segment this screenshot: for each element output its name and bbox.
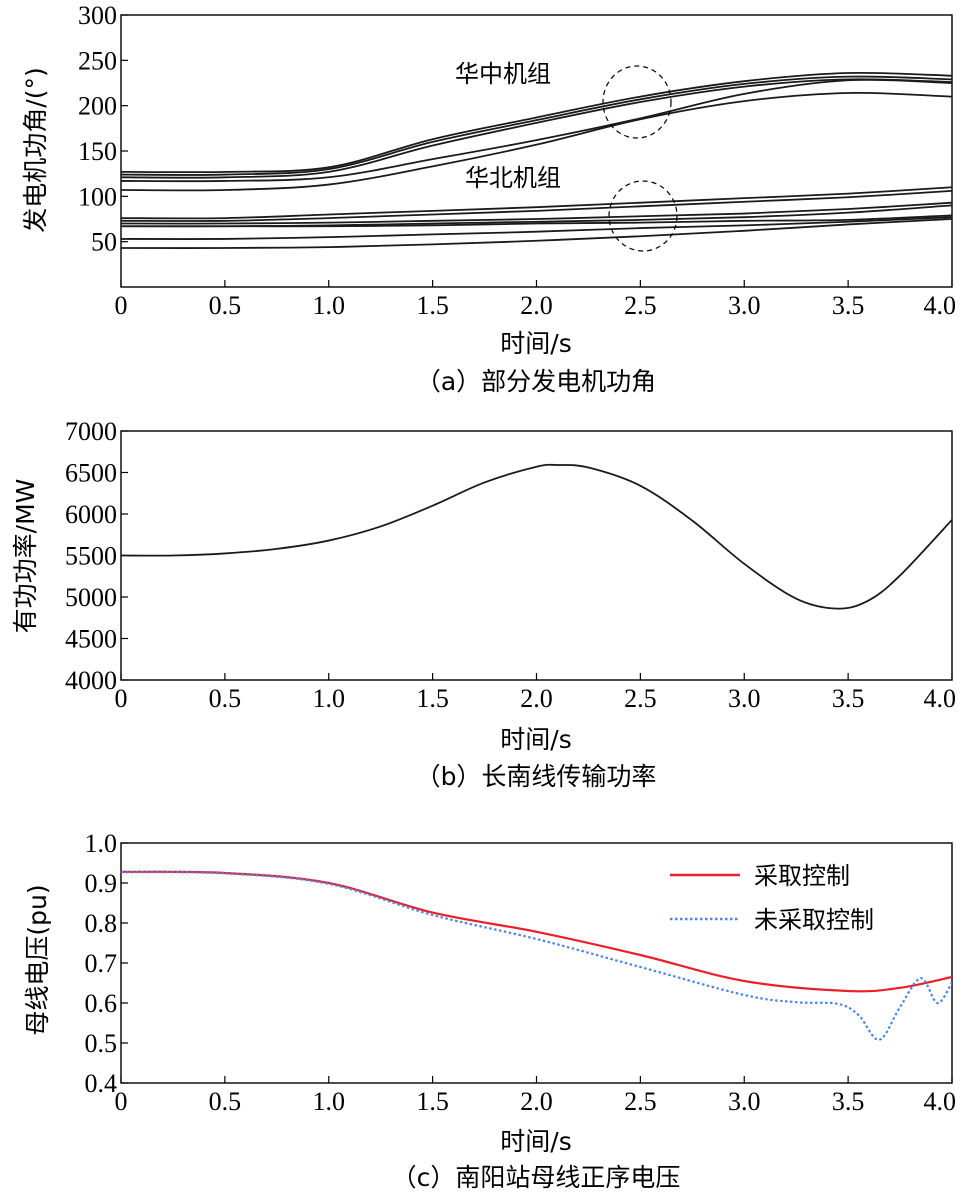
x-tick-label: 4.0 bbox=[924, 684, 957, 713]
y-tick-label: 5500 bbox=[65, 542, 117, 571]
x-tick-label: 0 bbox=[115, 291, 128, 320]
series-line bbox=[121, 75, 952, 176]
series-line bbox=[121, 78, 952, 179]
y-tick-label: 1.0 bbox=[85, 829, 118, 858]
plot-frame bbox=[120, 14, 953, 288]
y-tick-label: 4500 bbox=[65, 625, 117, 654]
y-tick-label: 6500 bbox=[65, 459, 117, 488]
x-tick-label: 4.0 bbox=[924, 291, 957, 320]
y-tick-label: 0.7 bbox=[85, 949, 118, 978]
series-line bbox=[121, 871, 952, 1041]
series-line bbox=[121, 91, 952, 192]
y-tick-label: 5000 bbox=[65, 583, 117, 612]
series-line bbox=[121, 186, 952, 220]
x-tick-label: 3.0 bbox=[728, 1087, 761, 1116]
annotation-label: 华中机组 bbox=[455, 60, 551, 88]
x-tick-label: 0 bbox=[115, 1087, 128, 1116]
series-line bbox=[121, 218, 952, 249]
y-tick-label: 300 bbox=[78, 1, 117, 30]
x-tick-label: 2.0 bbox=[520, 684, 553, 713]
chart-panel-b: 有功功率/MW 时间/s （b）长南线传输功率 0 0.5 1.0 1.5 2.0 2.5… bbox=[11, 417, 956, 791]
caption: （b）长南线传输功率 bbox=[416, 762, 657, 791]
y-tick-label: 0.6 bbox=[85, 989, 118, 1018]
y-tick-label: 4000 bbox=[65, 666, 117, 695]
y-tick-label: 200 bbox=[78, 92, 117, 121]
x-tick-label: 0 bbox=[115, 684, 128, 713]
x-tick-label: 1.5 bbox=[416, 1087, 449, 1116]
y-tick-label: 0.4 bbox=[85, 1069, 118, 1098]
annotation-label: 华北机组 bbox=[465, 164, 561, 192]
caption: （a）部分发电机功角 bbox=[416, 367, 656, 396]
annotation-ellipse bbox=[602, 65, 672, 139]
y-tick-label: 100 bbox=[78, 182, 117, 211]
x-tick-label: 3.0 bbox=[728, 684, 761, 713]
x-tick-label: 2.5 bbox=[624, 291, 657, 320]
x-axis-title: 时间/s bbox=[500, 1127, 571, 1156]
y-tick-label: 6000 bbox=[65, 500, 117, 529]
annotation-ellipse bbox=[608, 180, 678, 252]
x-tick-label: 1.0 bbox=[313, 1087, 346, 1116]
series-line bbox=[121, 214, 952, 228]
y-tick-label: 250 bbox=[78, 46, 117, 75]
x-tick-label: 1.0 bbox=[313, 684, 346, 713]
x-tick-label: 4.0 bbox=[924, 1087, 957, 1116]
legend-label: 采取控制 bbox=[754, 862, 850, 890]
chart-panel-c: 母线电压(pu) 时间/s （c）南阳站母线正序电压 0 0.5 1.0 1.5 2.0… bbox=[23, 829, 956, 1192]
x-tick-label: 0.5 bbox=[209, 1087, 242, 1116]
x-tick-label: 3.5 bbox=[832, 684, 865, 713]
chart-panel-a: 发电机功角/(°) 时间/s （a）部分发电机功角 0 0.5 1.0 1.5 2.0 2… bbox=[21, 1, 956, 396]
series-line bbox=[121, 463, 952, 610]
x-tick-label: 3.0 bbox=[728, 291, 761, 320]
x-axis-title: 时间/s bbox=[500, 725, 571, 754]
x-tick-label: 1.0 bbox=[313, 291, 346, 320]
y-tick-label: 0.5 bbox=[85, 1029, 118, 1058]
x-tick-label: 2.5 bbox=[624, 684, 657, 713]
x-tick-label: 1.5 bbox=[416, 291, 449, 320]
x-tick-label: 2.0 bbox=[520, 291, 553, 320]
x-tick-label: 2.5 bbox=[624, 1087, 657, 1116]
series-line bbox=[121, 216, 952, 240]
x-tick-label: 0.5 bbox=[209, 291, 242, 320]
series-line bbox=[121, 189, 952, 222]
y-axis-title: 母线电压(pu) bbox=[23, 884, 52, 1035]
x-axis-title: 时间/s bbox=[500, 329, 571, 358]
y-tick-label: 50 bbox=[91, 228, 117, 257]
series-line bbox=[121, 78, 952, 183]
y-tick-label: 0.8 bbox=[85, 909, 118, 938]
x-tick-label: 3.5 bbox=[832, 1087, 865, 1116]
x-tick-label: 0.5 bbox=[209, 684, 242, 713]
series-line bbox=[121, 71, 952, 174]
x-tick-label: 2.0 bbox=[520, 1087, 553, 1116]
caption: （c）南阳站母线正序电压 bbox=[392, 1163, 681, 1192]
y-axis-title: 有功功率/MW bbox=[11, 479, 40, 634]
legend-label: 未采取控制 bbox=[754, 906, 874, 934]
x-tick-label: 3.5 bbox=[832, 291, 865, 320]
y-tick-label: 150 bbox=[78, 137, 117, 166]
series-line bbox=[121, 201, 952, 225]
x-tick-label: 1.5 bbox=[416, 684, 449, 713]
y-tick-label: 7000 bbox=[65, 417, 117, 446]
y-axis-title: 发电机功角/(°) bbox=[21, 67, 50, 232]
y-tick-label: 0.9 bbox=[85, 869, 118, 898]
plot-frame bbox=[120, 430, 953, 681]
